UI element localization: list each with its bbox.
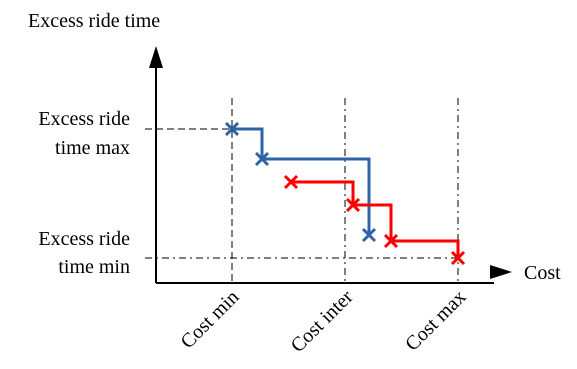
series-red-marker [345,197,361,213]
series-blue-marker [224,121,240,137]
series-blue-marker [254,151,270,167]
x-tick-cost-max: Cost max [401,286,470,355]
series-red-marker [450,250,466,266]
guide-lines [145,98,459,283]
series-red-marker [283,174,299,190]
y-axis-label: Excess ride time [28,10,160,32]
series-red [283,174,466,266]
series-blue-marker [361,227,377,243]
series-blue [224,121,377,243]
x-axis-label: Cost [524,262,561,284]
x-axis-arrow-icon [490,265,512,279]
y-tick-min-line1: Excess ride [38,228,130,250]
y-tick-max-line1: Excess ride [38,108,130,130]
series-red-marker [383,233,399,249]
y-axis-arrow-icon [149,46,163,68]
series-red-step-line [291,180,460,258]
y-tick-min-line2: time min [58,256,130,278]
y-tick-max-line2: time max [55,137,130,159]
x-tick-cost-min: Cost min [177,286,244,353]
x-tick-cost-inter: Cost inter [287,286,358,357]
